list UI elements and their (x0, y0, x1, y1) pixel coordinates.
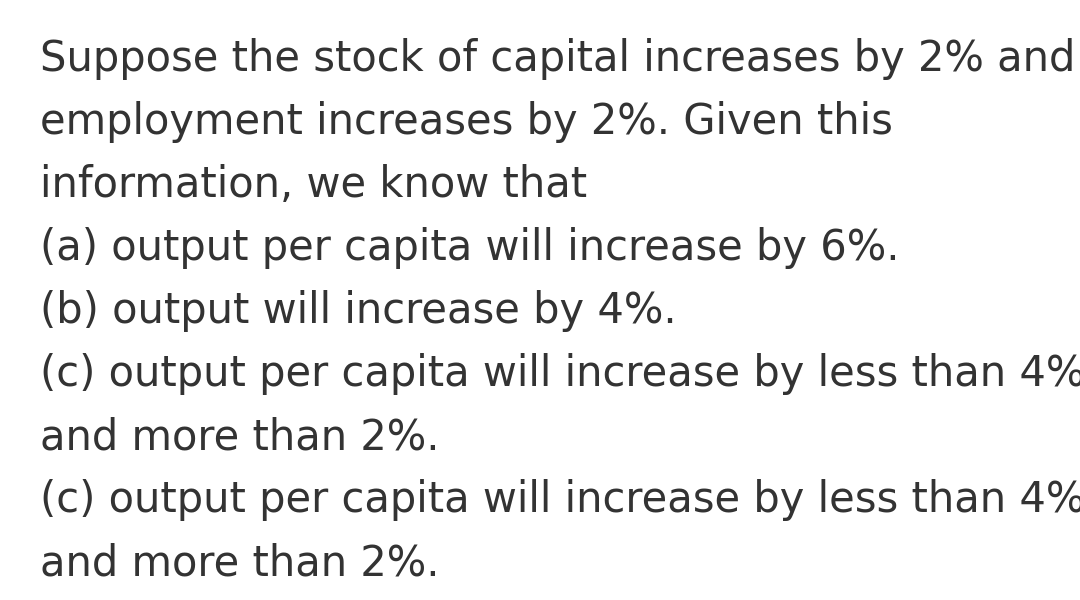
Text: and more than 2%.: and more than 2%. (40, 416, 440, 458)
Text: (c) output per capita will increase by less than 4%: (c) output per capita will increase by l… (40, 353, 1080, 395)
Text: employment increases by 2%. Given this: employment increases by 2%. Given this (40, 101, 893, 143)
Text: (b) output will increase by 4%.: (b) output will increase by 4%. (40, 290, 677, 332)
Text: and more than 2%.: and more than 2%. (40, 542, 440, 584)
Text: Suppose the stock of capital increases by 2% and: Suppose the stock of capital increases b… (40, 38, 1076, 80)
Text: (a) output per capita will increase by 6%.: (a) output per capita will increase by 6… (40, 227, 900, 269)
Text: information, we know that: information, we know that (40, 164, 588, 206)
Text: (c) output per capita will increase by less than 4%: (c) output per capita will increase by l… (40, 479, 1080, 521)
